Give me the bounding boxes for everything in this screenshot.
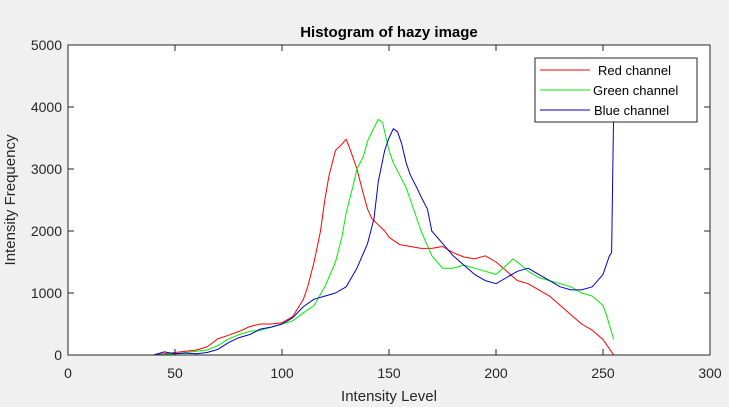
series-line-red [68, 138, 615, 355]
y-tick-label: 2000 [31, 223, 62, 239]
x-tick-label: 200 [484, 365, 508, 381]
y-tick-label: 1000 [31, 285, 62, 301]
y-tick-label: 3000 [31, 161, 62, 177]
x-tick-label: 250 [591, 365, 615, 381]
x-tick-label: 150 [377, 365, 401, 381]
y-axis-ticks: 0 1000 2000 3000 4000 5000 [31, 37, 710, 363]
legend-label-red: Red channel [598, 63, 671, 78]
x-tick-label: 50 [167, 365, 183, 381]
y-tick-label: 0 [54, 347, 62, 363]
chart-title: Histogram of hazy image [300, 24, 478, 41]
legend-label-blue: Blue channel [594, 103, 669, 118]
x-axis-label: Intensity Level [341, 388, 437, 405]
series-line-blue [68, 106, 615, 355]
x-axis-ticks: 0 50 100 150 200 250 300 [64, 45, 722, 381]
y-tick-label: 4000 [31, 99, 62, 115]
x-tick-label: 300 [698, 365, 722, 381]
legend: Red channel Green channel Blue channel [534, 57, 698, 123]
y-axis-label: Intensity Frequency [2, 134, 19, 265]
x-tick-label: 100 [270, 365, 294, 381]
legend-label-green: Green channel [593, 83, 678, 98]
x-tick-label: 0 [64, 365, 72, 381]
y-tick-label: 5000 [31, 37, 62, 53]
series-line-green [68, 118, 615, 355]
series-layer [68, 106, 615, 355]
